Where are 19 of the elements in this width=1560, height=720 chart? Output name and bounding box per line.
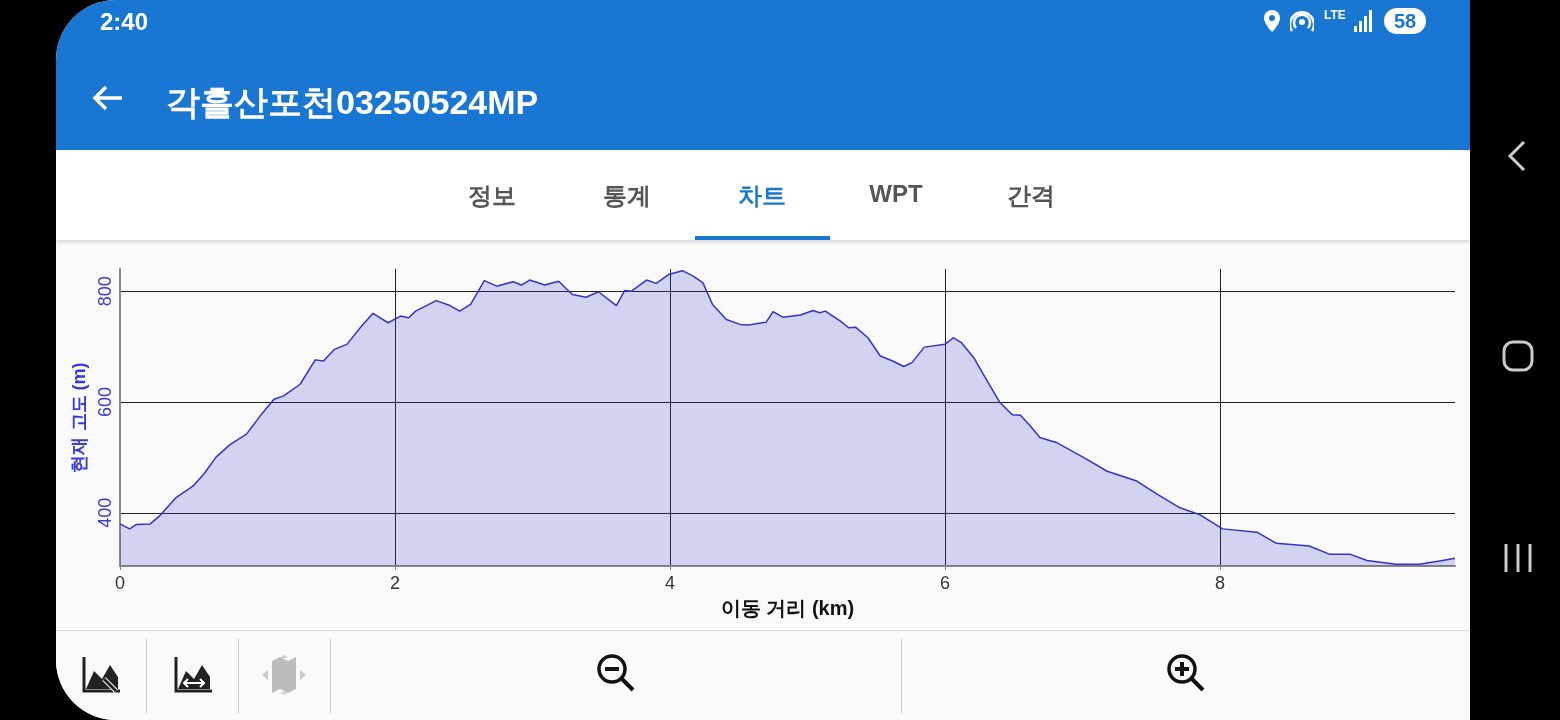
y-axis-title: 현재 고도 (m) bbox=[69, 362, 90, 473]
y-tick-label: 600 bbox=[95, 386, 115, 418]
text: 통계 bbox=[603, 181, 651, 211]
y-tick-label: 400 bbox=[95, 497, 115, 528]
chart-title: 각흘산포천03250524MP bbox=[166, 82, 539, 123]
x-tick-label: 0 bbox=[114, 573, 126, 593]
text: 정보 bbox=[468, 181, 516, 211]
text: 2:40 bbox=[100, 8, 149, 36]
x-tick-label: 6 bbox=[939, 573, 950, 593]
text: WPT bbox=[869, 180, 923, 208]
x-tick-label: 8 bbox=[1214, 573, 1225, 593]
text: LTE bbox=[1324, 8, 1346, 22]
y-tick-label: 800 bbox=[95, 276, 115, 307]
text: 간격 bbox=[1007, 181, 1055, 211]
text: 차트 bbox=[738, 181, 786, 211]
x-tick-label: 2 bbox=[389, 573, 400, 593]
x-axis-title: 이동 거리 (km) bbox=[720, 597, 855, 619]
text: 58 bbox=[1384, 8, 1426, 34]
x-tick-label: 4 bbox=[664, 573, 675, 593]
